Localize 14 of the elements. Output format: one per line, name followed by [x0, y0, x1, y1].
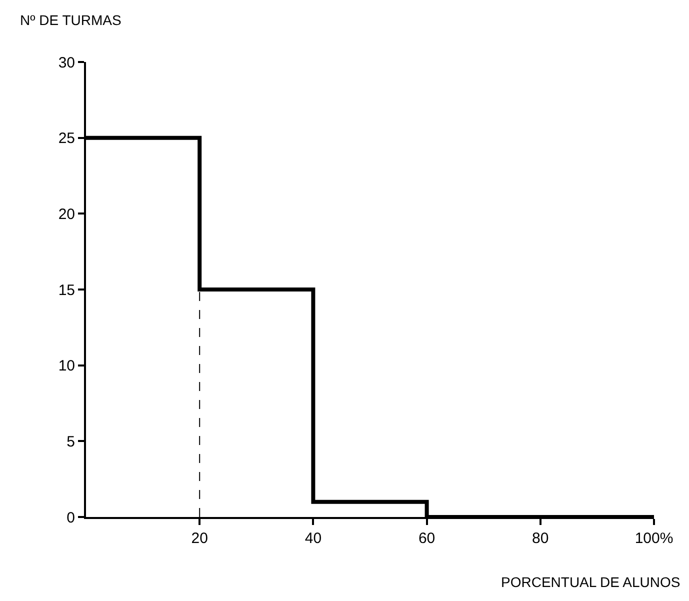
y-tick-label: 15 — [58, 282, 75, 299]
y-axis-title: Nº DE TURMAS — [20, 12, 122, 28]
x-tick-label: 20 — [191, 530, 208, 547]
y-tick-label: 20 — [58, 206, 75, 223]
x-tick-label: 100% — [634, 530, 674, 547]
y-tick-label: 10 — [58, 358, 75, 375]
y-tick-label: 5 — [66, 433, 75, 450]
x-axis-title: PORCENTUAL DE ALUNOS — [501, 574, 680, 590]
x-tick-label: 60 — [418, 530, 436, 547]
y-tick-label: 0 — [66, 509, 75, 526]
x-tick-label: 40 — [304, 530, 322, 547]
x-tick-label: 80 — [532, 530, 549, 547]
y-tick-label: 25 — [58, 130, 75, 148]
y-tick-label: 30 — [58, 54, 75, 72]
